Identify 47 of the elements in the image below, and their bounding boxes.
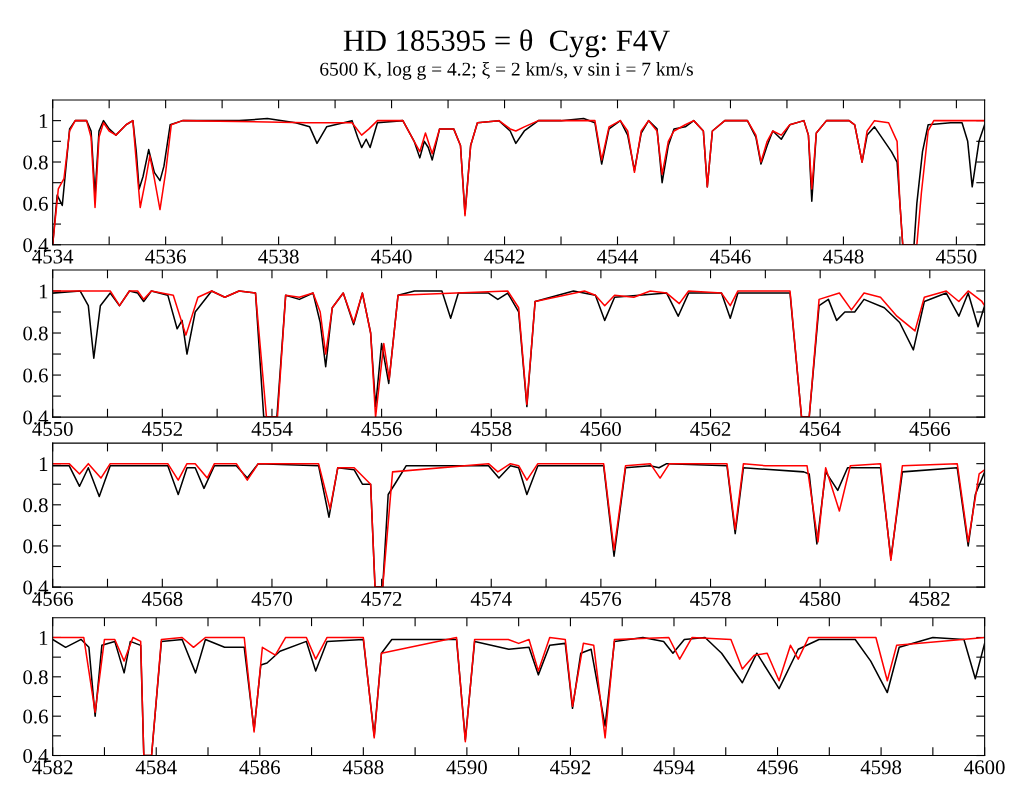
chart-subtitle: 6500 K, log g = 4.2; ξ = 2 km/s, v sin i = 7 km/s <box>320 61 693 80</box>
x-tick-label: 4590 <box>446 760 487 775</box>
x-tick-label: 4536 <box>145 249 186 264</box>
x-tick-label: 4570 <box>251 591 292 606</box>
x-tick-label: 4576 <box>580 591 622 606</box>
y-tick-label: 1 <box>39 457 48 471</box>
y-tick-label: 0.8 <box>23 326 48 341</box>
y-tick-label: 0.6 <box>23 368 48 383</box>
x-tick-label: 4598 <box>860 760 902 775</box>
chart-title: HD 185395 = θ Cyg: F4V <box>343 29 670 58</box>
y-tick-label: 0.6 <box>23 709 48 724</box>
x-tick-label: 4580 <box>799 591 841 606</box>
x-tick-label: 4558 <box>470 421 512 436</box>
y-tick-label: 0.6 <box>23 196 48 211</box>
x-tick-label: 4548 <box>823 249 864 264</box>
y-tick-label: 1 <box>39 630 48 645</box>
x-tick-label: 4600 <box>964 760 1005 775</box>
x-tick-label: 4564 <box>799 421 841 436</box>
x-tick-label: 4574 <box>470 592 512 606</box>
y-tick-label: 0.6 <box>23 539 48 554</box>
x-tick-label: 4552 <box>141 421 182 436</box>
y-tick-label: 0.8 <box>23 670 48 685</box>
x-tick-label: 4566 <box>909 421 951 436</box>
x-tick-label: 4596 <box>757 760 798 775</box>
x-tick-label: 4586 <box>239 760 280 775</box>
x-tick-label: 4588 <box>342 760 384 775</box>
y-tick-label: 1 <box>39 284 48 299</box>
x-tick-label: 4562 <box>690 421 731 436</box>
x-tick-label: 4544 <box>597 249 639 264</box>
x-tick-label: 4584 <box>135 760 177 775</box>
x-tick-label: 4540 <box>371 249 412 264</box>
x-tick-label: 4582 <box>909 591 950 606</box>
y-tick-label: 1 <box>39 114 48 128</box>
x-tick-label: 4542 <box>484 249 525 264</box>
x-tick-label: 4568 <box>141 591 183 606</box>
x-tick-label: 4550 <box>935 249 977 264</box>
x-tick-label: 4578 <box>690 591 731 606</box>
x-tick-label: 4572 <box>361 591 402 606</box>
y-tick-label: 0.8 <box>23 498 48 513</box>
x-tick-label: 4538 <box>258 249 299 264</box>
x-tick-label: 4560 <box>580 421 621 436</box>
x-tick-label: 4554 <box>251 422 293 436</box>
x-tick-label: 4592 <box>550 760 591 775</box>
y-tick-label: 0.8 <box>23 155 48 170</box>
x-tick-label: 4556 <box>361 421 402 436</box>
x-tick-label: 4546 <box>710 249 751 264</box>
x-tick-label: 4594 <box>653 760 695 775</box>
